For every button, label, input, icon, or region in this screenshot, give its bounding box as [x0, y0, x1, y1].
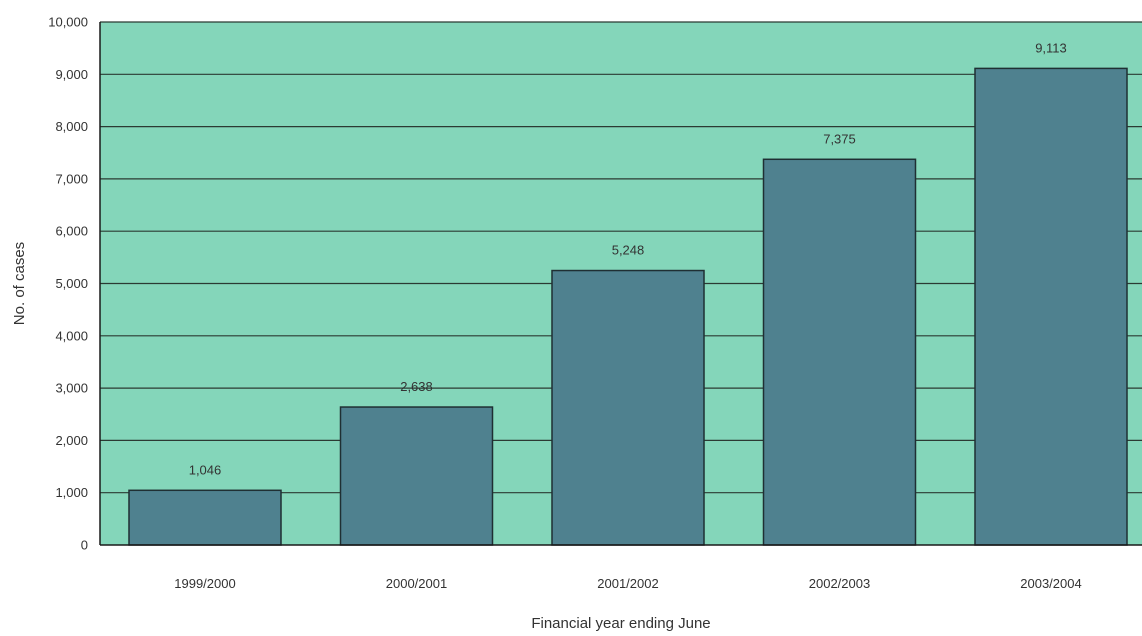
- x-tick-label: 1999/2000: [174, 576, 235, 591]
- y-tick-label: 8,000: [55, 119, 88, 134]
- bars: [128, 67, 1128, 546]
- x-tick-label: 2002/2003: [809, 576, 870, 591]
- x-axis-ticks: 1999/2000 2000/2001 2001/2002 2002/2003 2003…: [174, 576, 1081, 591]
- bar-value-label: 9,113: [1035, 40, 1067, 55]
- bar-1999-2000: [128, 489, 282, 546]
- y-tick-label: 1,000: [55, 485, 88, 500]
- y-tick-label: 2,000: [55, 433, 88, 448]
- data-labels: 1,046 2,638 5,248 7,375 9,113: [189, 40, 1067, 477]
- y-axis-ticks: 0 1,000 2,000 3,000 4,000 5,000 6,000 7,000 8,00…: [48, 15, 88, 553]
- y-tick-label: 7,000: [55, 171, 88, 186]
- y-tick-label: 3,000: [55, 381, 88, 396]
- y-axis-title: No. of cases: [11, 242, 28, 325]
- y-tick-label: 9,000: [55, 67, 88, 82]
- bar-2000-2001: [339, 406, 494, 546]
- x-tick-label: 2001/2002: [597, 576, 658, 591]
- y-tick-label: 6,000: [55, 224, 88, 239]
- y-tick-label: 10,000: [48, 15, 88, 30]
- x-tick-label: 2003/2004: [1020, 576, 1081, 591]
- bar-2002-2003: [762, 158, 917, 546]
- bar-value-label: 7,375: [823, 131, 856, 146]
- y-tick-label: 4,000: [55, 328, 88, 343]
- y-tick-label: 5,000: [55, 276, 88, 291]
- x-tick-label: 2000/2001: [386, 576, 447, 591]
- bar-2001-2002: [551, 269, 705, 546]
- bar-value-label: 5,248: [612, 243, 645, 258]
- x-axis-title: Financial year ending June: [531, 615, 710, 632]
- bar-value-label: 1,046: [189, 462, 222, 477]
- bar-value-label: 2,638: [400, 379, 433, 394]
- bar-2003-2004: [974, 67, 1128, 546]
- y-tick-label: 0: [81, 538, 88, 553]
